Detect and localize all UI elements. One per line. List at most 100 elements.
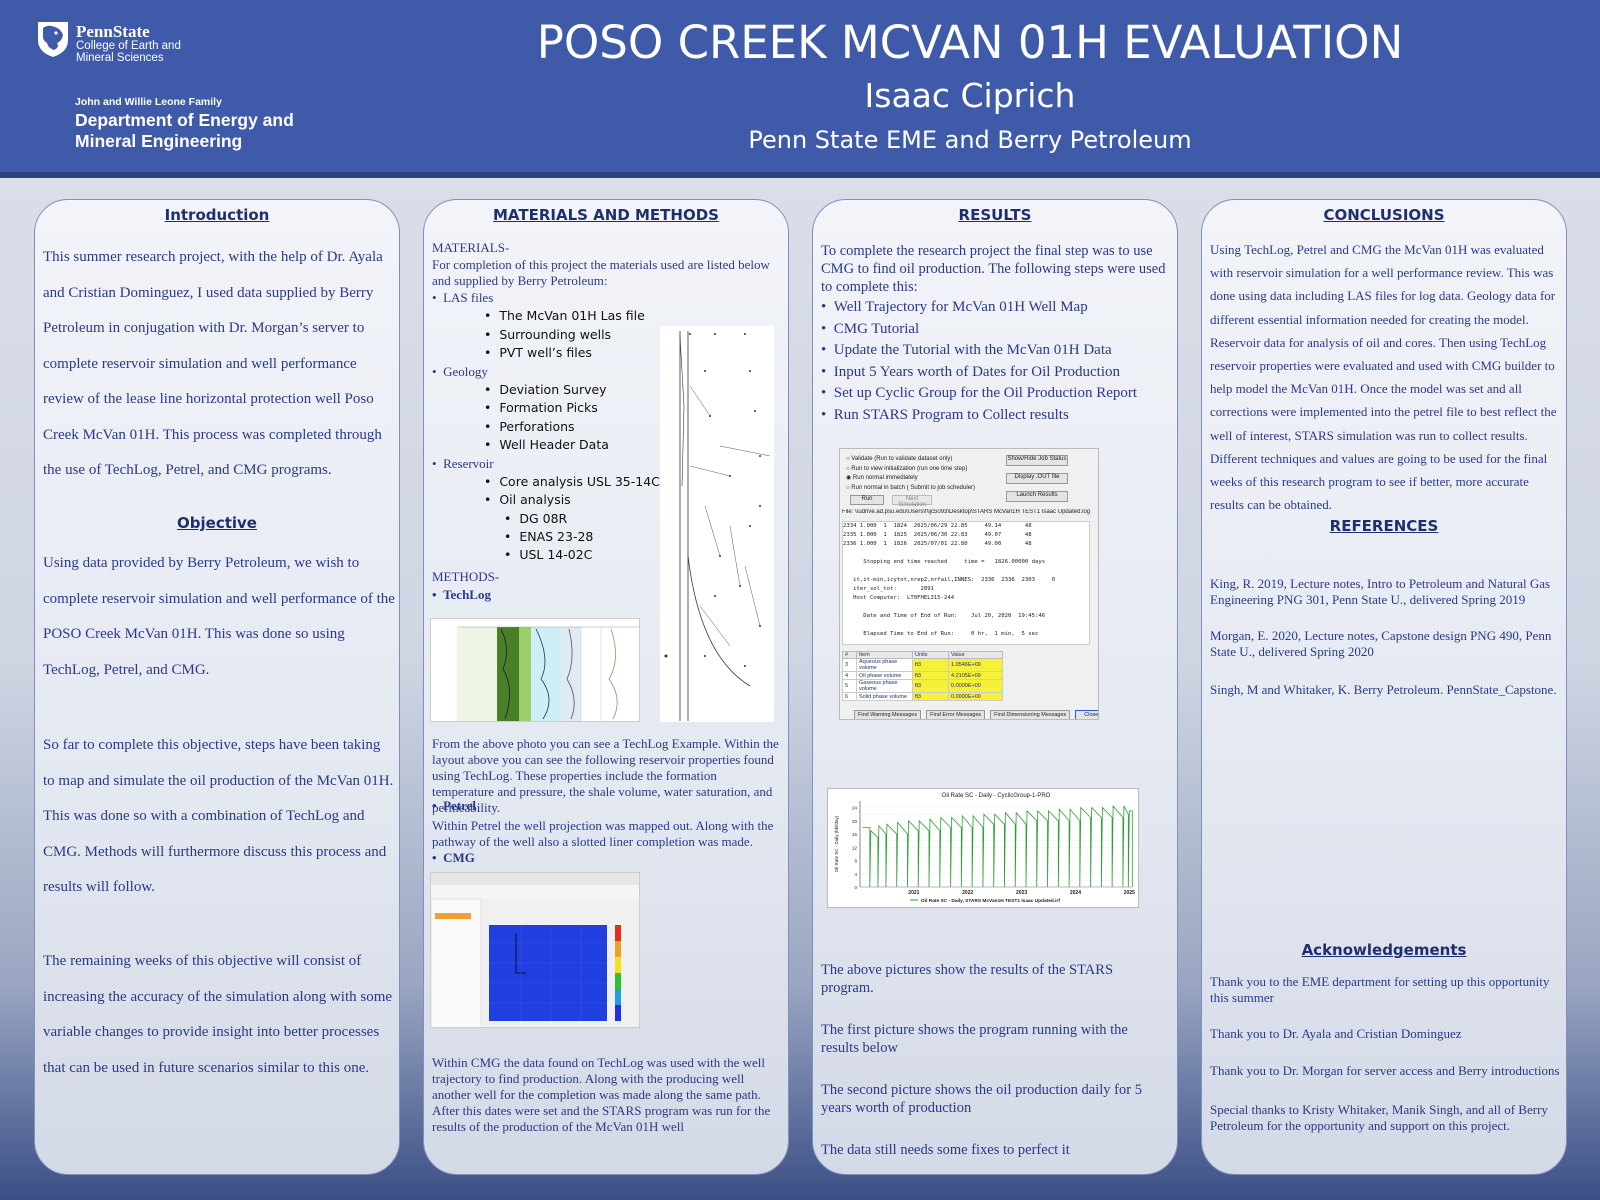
results-title: RESULTS	[958, 206, 1032, 224]
list-item: • Surrounding wells	[484, 327, 612, 342]
table-cell: 0.0000E+00	[948, 679, 1003, 693]
las-files-bullet: • LAS files	[432, 290, 494, 305]
ack-item: Special thanks to Kristy Whitaker, Manik…	[1210, 1102, 1548, 1133]
petrel-text: Within Petrel the well projection was ma…	[432, 818, 774, 849]
list-item: • CMG Tutorial	[821, 321, 920, 337]
poster-header: PennState College of Earth and Mineral S…	[0, 0, 1600, 178]
results-p4: The data still needs some fixes to perfe…	[821, 1142, 1070, 1158]
geology-label: Geology	[443, 364, 488, 379]
reservoir-label: Reservoir	[443, 456, 494, 471]
launch-results-button: Launch Results	[1006, 491, 1068, 502]
list-item: • Perforations	[484, 419, 575, 434]
y-tick-label: 8	[854, 859, 857, 864]
results-p2: The first picture shows the program runn…	[821, 1022, 1128, 1056]
reference-item: King, R. 2019, Lecture notes, Intro to P…	[1210, 576, 1551, 607]
list-item: • Input 5 Years worth of Dates for Oil P…	[821, 364, 1120, 380]
poster-title: POSO CREEK MCVAN 01H EVALUATION	[536, 16, 1404, 69]
results-table: # Item Units Value 3 Aqueous phase volume ft3 1…	[842, 651, 1003, 701]
y-tick-label: 12	[852, 845, 858, 850]
results-p1: The above pictures show the results of t…	[821, 962, 1114, 996]
university-name: PennState	[76, 22, 150, 41]
y-tick-label: 20	[852, 819, 858, 824]
table-cell: 6	[842, 692, 857, 701]
techlog-example-image	[430, 618, 640, 722]
table-cell: ft3	[912, 692, 949, 701]
table-cell: ft3	[912, 679, 949, 693]
results-intro: To complete the research project the fin…	[821, 243, 1166, 295]
list-item: • The McVan 01H Las file	[484, 308, 645, 323]
results-p3: The second picture shows the oil product…	[821, 1082, 1142, 1116]
oil-rate-chart: Oil Rate SC - Daily - CyclicGroup-1-PRO 0…	[827, 788, 1139, 908]
college-name: College of Earth and Mineral Sciences	[76, 40, 181, 64]
conclusions-panel: CONCLUSIONS Using TechLog, Petrel and CM…	[1201, 199, 1567, 1175]
materials-methods-title: MATERIALS AND METHODS	[493, 206, 719, 224]
reservoir-bullet: • Reservoir	[432, 456, 494, 471]
table-row: 5 Gaseous phase volume ft3 0.0000E+00	[842, 679, 1003, 693]
introduction-panel: Introduction This summer research projec…	[34, 199, 400, 1175]
y-tick-label: 16	[852, 832, 858, 837]
x-tick-label: 2024	[1070, 890, 1081, 896]
ack-item: Thank you to Dr. Morgan for server acces…	[1210, 1063, 1560, 1078]
y-tick-label: 0	[854, 885, 857, 890]
dialog-button: Find Warning Messages	[854, 710, 922, 719]
bottom-buttons: Find Warning Messages Find Error Messages…	[854, 703, 1098, 719]
reference-item: Singh, M and Whitaker, K. Berry Petroleu…	[1210, 682, 1557, 697]
y-tick-label: 4	[854, 872, 857, 877]
cmg-label: CMG	[443, 850, 475, 865]
objective-text: Using data provided by Berry Petroleum, …	[43, 555, 395, 678]
list-item: • Deviation Survey	[484, 382, 607, 397]
radio-option: ○ Run to view initialization (run one ti…	[846, 465, 968, 472]
department-family: John and Willie Leone Family	[75, 96, 222, 108]
run-options: ○ Validate (Run to validate dataset only…	[846, 455, 975, 493]
show-hide-job-button: Show/Hide Job Status	[1006, 455, 1068, 466]
techlog-bullet: • TechLog	[432, 587, 491, 602]
objective-title: Objective	[177, 514, 257, 532]
radio-option: ○ Run normal in batch ( Submit to job sc…	[846, 484, 976, 491]
conclusions-text: Using TechLog, Petrel and CMG the McVan …	[1210, 242, 1557, 513]
dialog-button: Find Error Messages	[926, 710, 986, 719]
list-item: • Set up Cyclic Group for the Oil Produc…	[821, 385, 1138, 401]
table-cell: ft3	[912, 671, 949, 680]
list-item: • Update the Tutorial with the McVan 01H…	[821, 342, 1112, 358]
list-item: • Run STARS Program to Collect results	[821, 407, 1069, 423]
table-header-cell: Units	[912, 651, 949, 659]
petrel-bullet: • Petrel	[432, 798, 477, 813]
table-cell: 0.0000E+00	[948, 692, 1003, 701]
cmg-text: Within CMG the data found on TechLog was…	[432, 1055, 771, 1134]
well-map-image	[660, 326, 774, 722]
oil-rate-series-line	[862, 804, 1133, 888]
table-row: 3 Aqueous phase volume ft3 1.0546E+09	[842, 658, 1003, 672]
table-cell: 4	[842, 671, 857, 680]
radio-option: ○ Validate (Run to validate dataset only…	[846, 456, 953, 462]
techlog-label: TechLog	[443, 587, 491, 602]
materials-methods-panel: MATERIALS AND METHODS MATERIALS- For com…	[423, 199, 789, 1175]
table-cell: Solid phase volume	[856, 692, 913, 701]
table-cell: 4.2105E+09	[948, 671, 1003, 680]
stars-run-screenshot: ○ Validate (Run to validate dataset only…	[839, 448, 1099, 720]
oil-rate-chart-svg: Oil Rate SC - Daily - CyclicGroup-1-PRO 0…	[834, 793, 1135, 904]
table-header-cell: #	[842, 651, 857, 659]
file-path: File: \\udrive.ad.psu.edu\Users\f\ijc509…	[842, 509, 1091, 515]
table-cell: 1.0546E+09	[948, 658, 1003, 672]
cmg-bullet: • CMG	[432, 850, 475, 865]
reference-item: Morgan, E. 2020, Lecture notes, Capstone…	[1210, 628, 1552, 659]
log-output: 2334 1.000 1 1824 2025/06/29 22.85 49.14…	[842, 521, 1090, 645]
poster-affiliation: Penn State EME and Berry Petroleum	[748, 126, 1192, 154]
introduction-title: Introduction	[164, 206, 270, 224]
list-item: • Well Trajectory for McVan 01H Well Map	[821, 299, 1088, 315]
table-cell: Gaseous phase volume	[856, 679, 913, 693]
petrel-label: Petrel	[443, 798, 477, 813]
list-item: • USL 14-02C	[504, 547, 593, 562]
las-files-label: LAS files	[443, 290, 494, 305]
list-item: • DG 08R	[504, 511, 568, 526]
methods-label: METHODS-	[432, 569, 500, 584]
x-tick-label: 2021	[908, 890, 919, 896]
ack-item: Thank you to the EME department for sett…	[1210, 974, 1550, 1005]
materials-label: MATERIALS-	[432, 240, 510, 255]
legend-entry: Oil Rate SC - Daily, STARS McVan1H TEST1…	[921, 898, 1060, 904]
x-tick-label: 2025	[1124, 890, 1135, 896]
table-cell: 3	[842, 658, 857, 672]
list-item: • PVT well’s files	[484, 345, 592, 360]
department-name: Department of Energy and Mineral Enginee…	[75, 110, 294, 151]
next-simulation-button: Next Simulation	[892, 495, 932, 508]
